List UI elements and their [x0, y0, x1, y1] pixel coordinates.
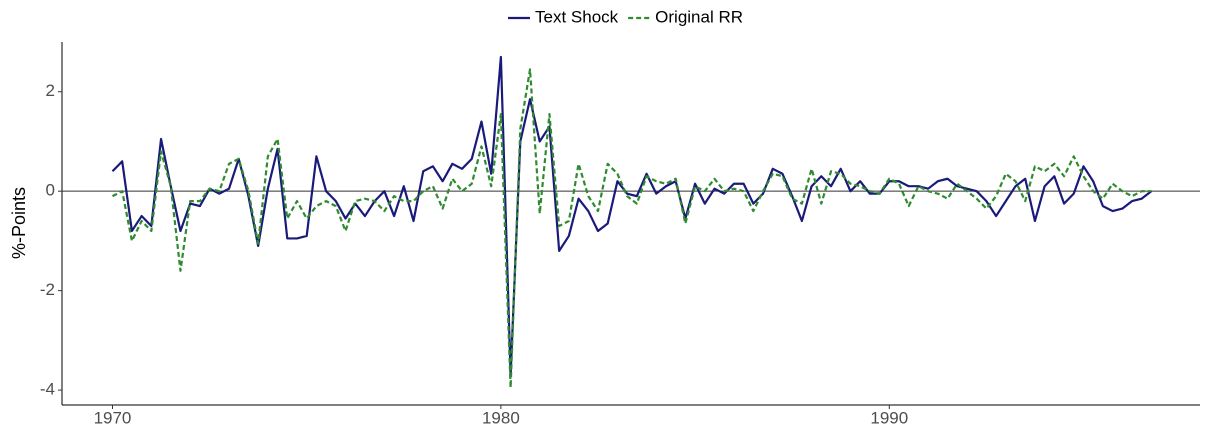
y-tick-label: -2: [40, 280, 55, 299]
y-axis-label: %-Points: [9, 187, 29, 259]
legend: Text Shock Original RR: [508, 7, 743, 26]
x-tick-label: 1970: [94, 408, 132, 427]
legend-label: Text Shock: [535, 7, 619, 26]
series-line: [111, 68, 1152, 389]
y-tick-label: -4: [40, 380, 55, 399]
y-tick-label: 2: [46, 81, 55, 100]
series-line: [111, 55, 1153, 377]
y-tick-label: 0: [46, 181, 55, 200]
x-tick-label: 1980: [482, 408, 520, 427]
legend-label: Original RR: [655, 7, 743, 26]
x-tick-label: 1990: [870, 408, 908, 427]
